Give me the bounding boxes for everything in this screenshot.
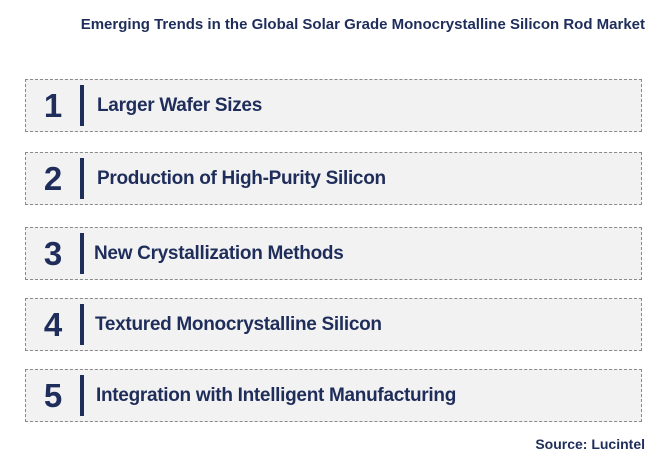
trend-number: 1 [43, 86, 63, 124]
trend-divider [80, 233, 84, 274]
trend-number: 5 [43, 376, 63, 414]
trend-number: 2 [43, 159, 63, 197]
trend-label: Production of High-Purity Silicon [97, 167, 386, 189]
source-credit: Source: Lucintel [535, 436, 645, 452]
trend-item-3: 3 New Crystallization Methods [25, 227, 642, 280]
trend-divider [80, 304, 84, 345]
trend-item-1: 1 Larger Wafer Sizes [25, 79, 642, 132]
trend-label: New Crystallization Methods [94, 242, 344, 264]
trend-item-5: 5 Integration with Intelligent Manufactu… [25, 369, 642, 422]
trend-item-2: 2 Production of High-Purity Silicon [25, 152, 642, 205]
trend-item-4: 4 Textured Monocrystalline Silicon [25, 298, 642, 351]
trend-divider [80, 85, 84, 126]
trend-label: Larger Wafer Sizes [97, 94, 262, 116]
trend-number: 3 [43, 234, 63, 272]
trend-label: Integration with Intelligent Manufacturi… [96, 384, 456, 406]
trend-divider [80, 375, 84, 416]
trend-number: 4 [43, 305, 63, 343]
trend-divider [80, 158, 84, 199]
trend-label: Textured Monocrystalline Silicon [95, 313, 382, 335]
diagram-title: Emerging Trends in the Global Solar Grad… [80, 16, 645, 33]
